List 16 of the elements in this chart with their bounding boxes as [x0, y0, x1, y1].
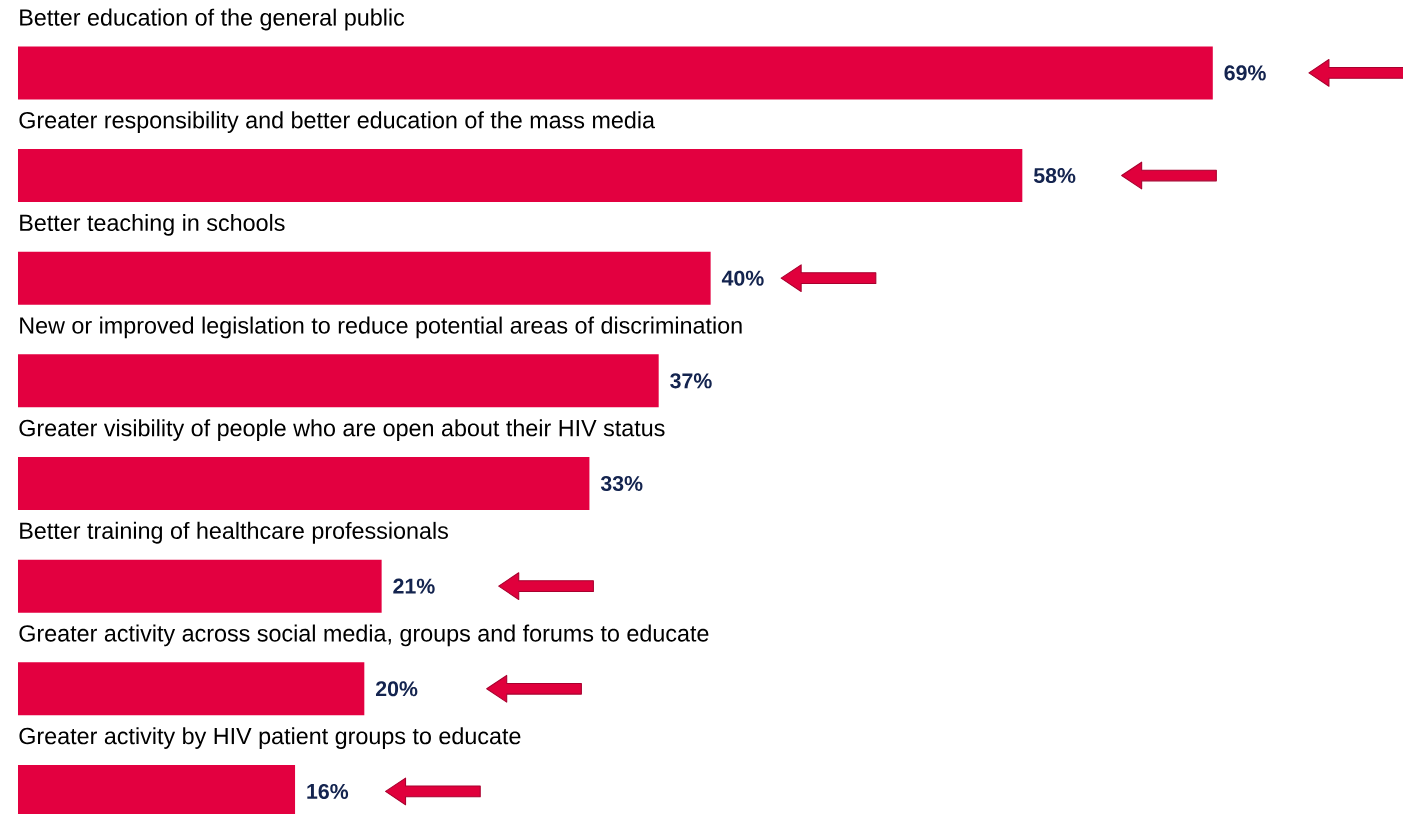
y-tick-label: Better education of the general public	[20, 8, 405, 31]
y-tick-label: Greater responsibility and better education of the mass media	[19, 111, 655, 134]
data-label: 21%	[393, 578, 435, 594]
data-label: 33%	[600, 475, 643, 492]
data-label: 58%	[1033, 167, 1076, 184]
y-tick-label: New or improved legislation to reduce potential areas of discrimination	[20, 316, 742, 339]
data-label: 37%	[670, 373, 712, 389]
data-label: 40%	[721, 270, 764, 286]
data-label: 20%	[375, 681, 418, 697]
y-tick-label: Greater visibility of people who are open about their HIV status	[19, 419, 665, 441]
y-tick-label: Greater activity by HIV patient groups to educate	[19, 727, 521, 749]
y-tick-label: Greater activity across social media, groups and forums to educate	[19, 624, 709, 647]
y-tick-label: Better teaching in schools	[20, 213, 285, 236]
y-tick-label: Better training of healthcare professionals	[20, 521, 448, 544]
data-label: 16%	[307, 783, 349, 799]
data-label: 69%	[1224, 65, 1266, 81]
